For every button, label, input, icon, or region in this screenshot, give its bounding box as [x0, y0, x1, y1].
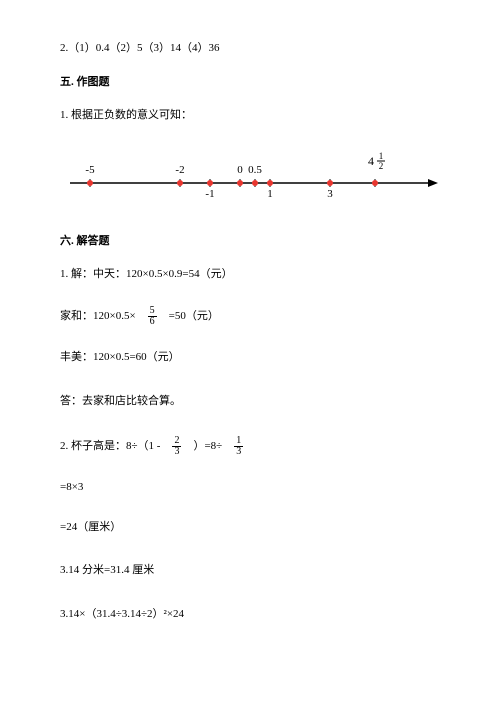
s6-item3-line1: 3.14 分米=31.4 厘米	[60, 562, 440, 580]
s6-item1-line1: 1. 解：中天：120×0.5×0.9=54（元）	[60, 266, 440, 284]
s6-item1-line3: 丰美：120×0.5=60（元）	[60, 349, 440, 367]
svg-text:-5: -5	[85, 164, 95, 176]
s6-item2-line1-prefix: 2. 杯子高是：8÷（1 -	[60, 438, 160, 456]
section5-item1: 1. 根据正负数的意义可知：	[60, 107, 440, 125]
s6-item1-answer: 答：去家和店比较合算。	[60, 393, 440, 411]
number-line-svg: -5-2-100.513412	[60, 145, 440, 205]
s6-item1-line2-prefix: 家和：120×0.5×	[60, 308, 136, 326]
s6-item2-line2: =8×3	[60, 479, 440, 497]
svg-text:-2: -2	[175, 164, 184, 176]
frac-den: 3	[172, 447, 181, 457]
s6-item1-line2: 家和：120×0.5× 5 6 =50（元）	[60, 306, 219, 327]
number-line-diagram: -5-2-100.513412	[60, 145, 440, 205]
svg-text:2: 2	[379, 161, 384, 171]
answer-text: 2.（1）0.4（2）5（3）14（4）36	[60, 40, 440, 58]
fraction-2-3: 2 3	[172, 436, 181, 457]
svg-text:1: 1	[379, 151, 384, 161]
frac-den: 6	[148, 317, 157, 327]
s6-item2-line1: 2. 杯子高是：8÷（1 - 2 3 ）=8÷ 1 3	[60, 436, 243, 457]
svg-text:3: 3	[327, 188, 333, 200]
svg-text:1: 1	[267, 188, 273, 200]
svg-text:0: 0	[237, 164, 243, 176]
s6-item2-line1-mid: ）=8÷	[193, 438, 222, 456]
frac-den: 3	[234, 447, 243, 457]
s6-item1-line2-suffix: =50（元）	[169, 308, 219, 326]
s6-item3-line2: 3.14×（31.4÷3.14÷2）²×24	[60, 606, 440, 624]
svg-text:-1: -1	[205, 188, 214, 200]
fraction-5-6: 5 6	[148, 306, 157, 327]
s6-item2-line3: =24（厘米）	[60, 519, 440, 537]
svg-text:0.5: 0.5	[248, 164, 262, 176]
fraction-1-3: 1 3	[234, 436, 243, 457]
section5-title: 五. 作图题	[60, 74, 440, 92]
svg-text:4: 4	[368, 154, 374, 168]
section6-title: 六. 解答题	[60, 233, 440, 251]
